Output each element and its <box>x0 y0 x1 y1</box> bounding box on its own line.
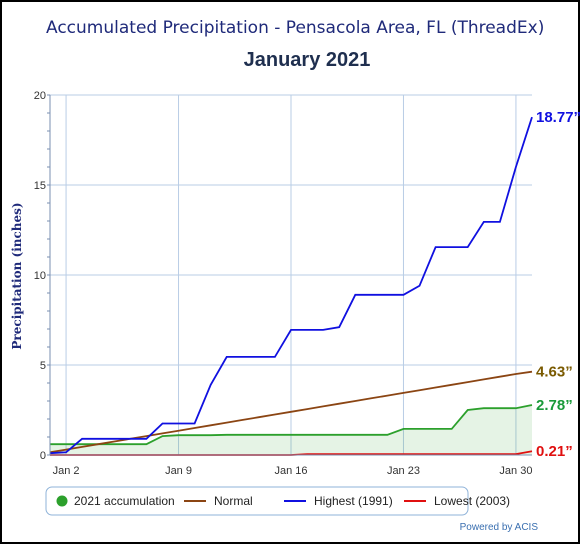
end-value-label: 18.77” <box>536 109 581 126</box>
y-axis-label: Precipitation (inches) <box>10 202 24 349</box>
legend-label: 2021 accumulation <box>74 494 175 508</box>
chart-subtitle: January 2021 <box>244 49 371 71</box>
legend-label: Lowest (2003) <box>434 494 510 508</box>
legend-label: Normal <box>214 494 253 508</box>
legend-item[interactable]: Lowest (2003) <box>404 494 510 508</box>
axes: 0 5 10 15 20 Jan 2 Jan 9 Jan 16 Jan 23 Jan 30 <box>34 90 533 477</box>
area-fill <box>50 405 532 455</box>
chart-title: Accumulated Precipitation - Pensacola Ar… <box>46 18 544 38</box>
x-tick-label: Jan 9 <box>165 465 192 477</box>
x-tick-label: Jan 2 <box>53 465 80 477</box>
legend: 2021 accumulation Normal Highest (1991) Low… <box>45 486 510 516</box>
credit-text: Powered by ACIS <box>460 522 539 533</box>
grid <box>50 94 532 456</box>
legend-item[interactable]: Highest (1991) <box>284 494 393 508</box>
end-value-label: 4.63” <box>536 364 573 381</box>
series-line-2021-accumulation[interactable] <box>50 404 533 446</box>
series-line-highest-1991[interactable] <box>49 116 533 455</box>
legend-box <box>45 486 469 516</box>
series-area-fill <box>50 405 532 455</box>
end-value-label: 0.21” <box>536 443 573 460</box>
end-value-label: 2.78” <box>536 397 573 414</box>
end-labels: 18.77” 4.63” 2.78” 0.21” <box>536 109 581 460</box>
x-tick-label: Jan 16 <box>274 465 307 477</box>
y-tick-label: 10 <box>34 270 46 282</box>
x-tick-label: Jan 30 <box>499 465 532 477</box>
y-tick-label: 5 <box>40 360 46 372</box>
y-tick-label: 0 <box>40 450 46 462</box>
legend-label: Highest (1991) <box>314 494 393 508</box>
y-tick-label: 20 <box>34 90 46 102</box>
legend-item[interactable]: 2021 accumulation <box>56 494 175 508</box>
legend-item[interactable]: Normal <box>184 494 253 508</box>
legend-marker <box>56 495 68 507</box>
y-tick-label: 15 <box>34 180 46 192</box>
x-tick-label: Jan 23 <box>387 465 420 477</box>
